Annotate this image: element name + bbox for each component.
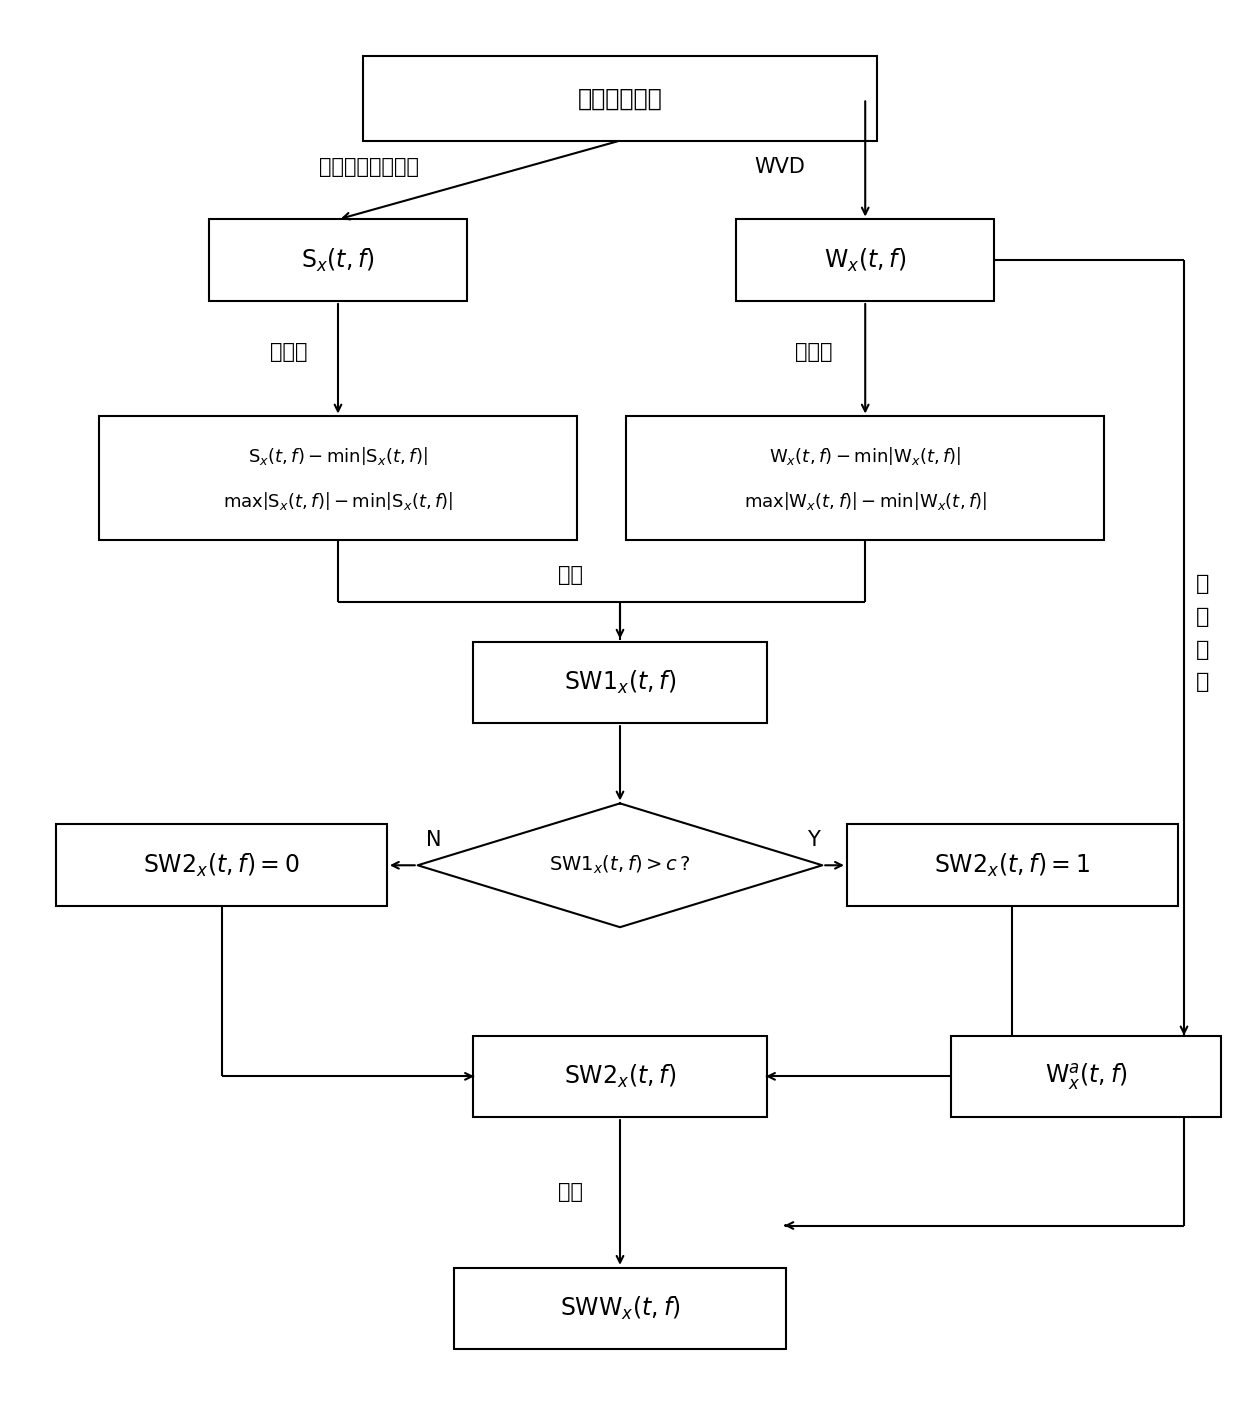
- Bar: [56, 824, 387, 907]
- Text: 微多普勒信号: 微多普勒信号: [578, 87, 662, 111]
- Bar: [362, 57, 878, 141]
- Text: $\mathrm{SW2}_x(t,f)$: $\mathrm{SW2}_x(t,f)$: [564, 1063, 676, 1090]
- Text: $\mathrm{W}_x^a(t,f)$: $\mathrm{W}_x^a(t,f)$: [1044, 1061, 1127, 1091]
- Polygon shape: [418, 803, 822, 926]
- Text: 求和: 求和: [558, 566, 584, 585]
- Text: $\mathrm{W}_x(t,f)-\min\left|\mathrm{W}_x(t,f)\right|$: $\mathrm{W}_x(t,f)-\min\left|\mathrm{W}_…: [769, 445, 961, 468]
- Text: 短时傅里叶变换谱: 短时傅里叶变换谱: [319, 158, 419, 178]
- Bar: [626, 416, 1105, 540]
- Text: Y: Y: [807, 830, 820, 850]
- Text: $\mathrm{SW2}_x(t,f)=0$: $\mathrm{SW2}_x(t,f)=0$: [143, 851, 300, 878]
- Text: $\mathrm{W}_x(t,f)$: $\mathrm{W}_x(t,f)$: [825, 247, 906, 274]
- Bar: [737, 219, 994, 301]
- Bar: [210, 219, 466, 301]
- Bar: [951, 1036, 1221, 1117]
- Text: 指
数
运
算: 指 数 运 算: [1195, 574, 1209, 692]
- Bar: [99, 416, 577, 540]
- Text: N: N: [425, 830, 441, 850]
- Text: $\mathrm{SW1}_x(t,f)$: $\mathrm{SW1}_x(t,f)$: [564, 669, 676, 696]
- Text: $\mathrm{SW2}_x(t,f)=1$: $\mathrm{SW2}_x(t,f)=1$: [935, 851, 1090, 878]
- Text: $\max\left|\mathrm{S}_x(t,f)\right|-\min\left|\mathrm{S}_x(t,f)\right|$: $\max\left|\mathrm{S}_x(t,f)\right|-\min…: [223, 490, 453, 512]
- Bar: [472, 641, 768, 723]
- Text: $\mathrm{S}_x(t,f)-\min\left|\mathrm{S}_x(t,f)\right|$: $\mathrm{S}_x(t,f)-\min\left|\mathrm{S}_…: [248, 445, 428, 468]
- Bar: [472, 1036, 768, 1117]
- Text: $\mathrm{SWW}_x(t,f)$: $\mathrm{SWW}_x(t,f)$: [559, 1295, 681, 1322]
- Text: 求积: 求积: [558, 1182, 584, 1202]
- Text: $\mathrm{SW1}_x(t,f)>c\,?$: $\mathrm{SW1}_x(t,f)>c\,?$: [549, 854, 691, 877]
- Text: 归一化: 归一化: [795, 341, 832, 362]
- Text: 归一化: 归一化: [270, 341, 308, 362]
- Text: $\mathrm{S}_x(t,f)$: $\mathrm{S}_x(t,f)$: [301, 247, 374, 274]
- Text: WVD: WVD: [754, 158, 805, 178]
- Bar: [455, 1268, 785, 1350]
- Bar: [847, 824, 1178, 907]
- Text: $\max\left|\mathrm{W}_x(t,f)\right|-\min\left|\mathrm{W}_x(t,f)\right|$: $\max\left|\mathrm{W}_x(t,f)\right|-\min…: [744, 490, 987, 512]
